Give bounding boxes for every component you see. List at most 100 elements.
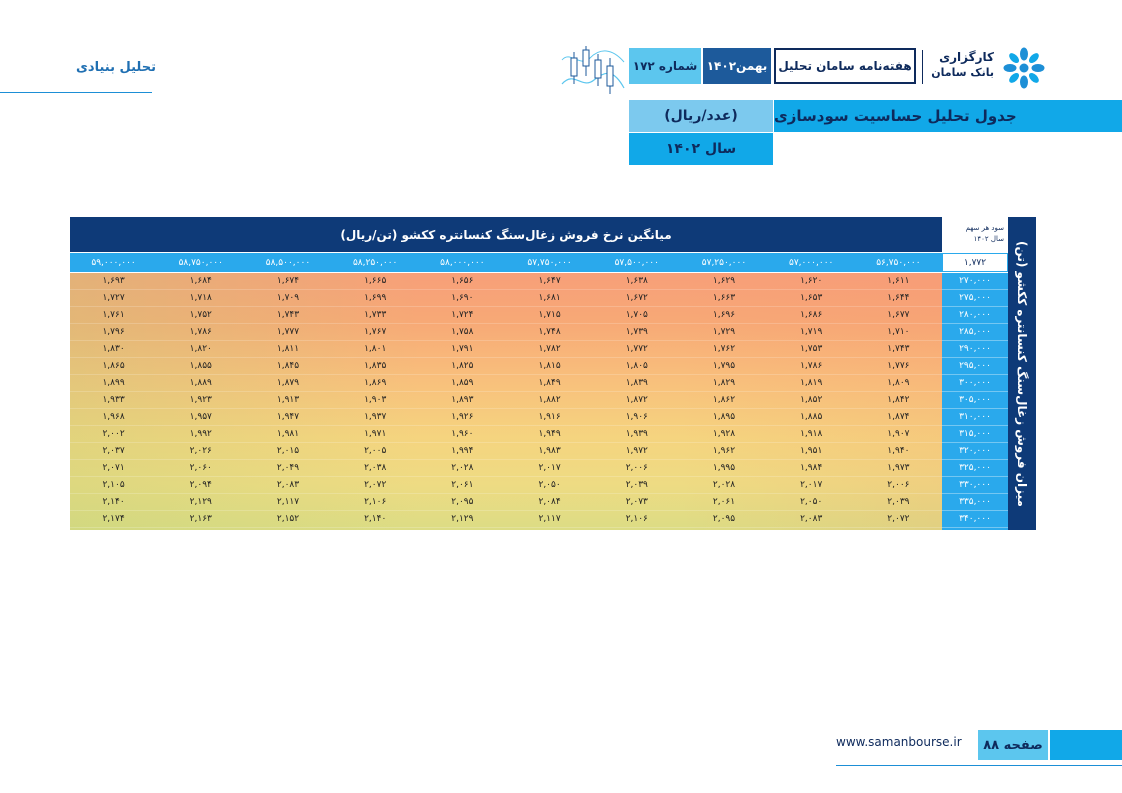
table-cell: ۲,۰۰۲ — [102, 429, 125, 439]
table-cell: ۱,۹۴۹ — [538, 429, 561, 439]
table-cell: ۱,۶۴۴ — [887, 293, 910, 303]
table-cell: ۱,۷۸۶ — [189, 327, 212, 337]
table-cell: ۱,۶۸۱ — [538, 293, 561, 303]
table-cell: ۲,۱۰۶ — [625, 514, 648, 524]
table-cell: ۱,۷۴۸ — [538, 327, 561, 337]
table-cell: ۱,۷۶۱ — [102, 310, 125, 320]
table-cell: ۱,۷۵۳ — [800, 344, 823, 354]
website-url[interactable]: www.samanbourse.ir — [836, 735, 962, 749]
table-cell: ۲,۰۹۵ — [712, 514, 736, 524]
footer-accent-bar — [1050, 730, 1122, 760]
table-side-label: میزان فروش زغال‌سنگ کنسانتره ککشو (تن) — [1008, 217, 1036, 530]
table-cell: ۲,۱۶۳ — [189, 514, 212, 524]
table-cell: ۱,۹۹۲ — [189, 429, 212, 439]
table-cell: ۱,۹۰۳ — [364, 395, 387, 405]
base-eps-cell: ۱,۷۷۲ — [942, 253, 1008, 272]
table-cell: ۱,۹۸۱ — [276, 429, 300, 439]
table-cell: ۱,۸۵۵ — [189, 361, 212, 371]
table-cell: ۱,۹۸۴ — [800, 463, 823, 473]
table-cell: ۱,۸۰۱ — [364, 344, 387, 354]
table-cell: ۱,۸۱۱ — [276, 344, 300, 354]
table-row: ۱,۸۷۴ ۱,۸۸۵ ۱,۸۹۵ ۱,۹۰۶ ۱,۹۱۶ ۱,۹۲۶ ۱,۹۳۷ ۱,۹۴۷… — [70, 409, 942, 426]
section-label: تحلیل بنیادی — [76, 60, 156, 75]
table-cell: ۱,۹۷۲ — [625, 446, 648, 456]
table-cell: ۱,۸۸۹ — [189, 378, 212, 388]
table-cell: ۱,۹۰۶ — [625, 412, 648, 422]
column-header: ۵۸,۵۰۰,۰۰۰ — [265, 257, 311, 268]
table-cell: ۱,۷۰۵ — [625, 310, 648, 320]
column-header: ۵۸,۰۰۰,۰۰۰ — [440, 257, 485, 268]
table-cell: ۱,۷۳۳ — [364, 310, 387, 320]
table-cell: ۱,۶۵۶ — [451, 276, 474, 286]
flower-logo-icon — [1003, 47, 1045, 89]
table-cell: ۱,۹۲۶ — [451, 412, 474, 422]
table-cell: ۲,۱۲۹ — [189, 497, 212, 507]
table-cell: ۱,۶۹۶ — [712, 310, 736, 320]
table-cell: ۲,۰۳۹ — [887, 497, 910, 507]
row-header: ۲۹۵,۰۰۰ — [942, 358, 1008, 375]
table-cell: ۲,۰۸۳ — [276, 480, 300, 490]
table-row: ۲,۰۰۶ ۲,۰۱۷ ۲,۰۲۸ ۲,۰۳۹ ۲,۰۵۰ ۲,۰۶۱ ۲,۰۷۲ ۲,۰۸۳… — [70, 477, 942, 494]
table-cell: ۱,۸۵۲ — [800, 395, 823, 405]
table-cell: ۱,۶۴۷ — [538, 276, 561, 286]
table-cell: ۱,۹۱۸ — [800, 429, 823, 439]
corner-line-2: سال ۱۴۰۲ — [973, 235, 1004, 243]
table-cell: ۱,۹۱۶ — [538, 412, 561, 422]
table-cell: ۱,۷۸۲ — [538, 344, 561, 354]
table-cell: ۱,۷۱۰ — [887, 327, 910, 337]
table-cell: ۱,۸۴۲ — [887, 395, 910, 405]
table-cell: ۲,۰۶۰ — [189, 463, 212, 473]
table-cell: ۱,۸۵۹ — [451, 378, 474, 388]
table-cell: ۱,۸۱۵ — [538, 361, 561, 371]
table-cell: ۱,۷۴۳ — [276, 310, 300, 320]
column-header: ۵۶,۷۵۰,۰۰۰ — [876, 257, 921, 268]
table-cell: ۲,۰۷۳ — [625, 497, 648, 507]
row-header: ۲۷۰,۰۰۰ — [942, 273, 1008, 290]
row-header: ۲۷۵,۰۰۰ — [942, 290, 1008, 307]
sensitivity-grid: ۱,۶۱۱ ۱,۶۲۰ ۱,۶۲۹ ۱,۶۳۸ ۱,۶۴۷ ۱,۶۵۶ ۱,۶۶۵ ۱,۶۷۴… — [70, 273, 942, 530]
table-cell: ۱,۹۳۷ — [364, 412, 387, 422]
brand-line-1: کارگزاری — [939, 50, 994, 64]
table-cell: ۱,۸۹۹ — [102, 378, 125, 388]
row-header: ۳۳۰,۰۰۰ — [942, 477, 1008, 494]
column-header: ۵۷,۲۵۰,۰۰۰ — [701, 257, 747, 268]
table-cell: ۱,۶۵۳ — [800, 293, 823, 303]
table-cell: ۱,۹۹۴ — [451, 446, 474, 456]
table-cell: ۲,۰۵۰ — [800, 497, 823, 507]
table-cell: ۱,۸۲۰ — [189, 344, 212, 354]
table-cell: ۲,۰۱۵ — [276, 446, 300, 456]
row-header-column: ۲۷۰,۰۰۰ ۲۷۵,۰۰۰ ۲۸۰,۰۰۰ ۲۸۵,۰۰۰ ۲۹۰,۰۰۰ ۲۹۵,۰… — [942, 273, 1008, 530]
row-header: ۳۰۰,۰۰۰ — [942, 375, 1008, 392]
table-cell: ۱,۷۹۱ — [451, 344, 474, 354]
table-cell: ۱,۶۷۲ — [625, 293, 648, 303]
table-cell: ۱,۷۱۸ — [189, 293, 212, 303]
table-cell: ۱,۹۶۰ — [451, 429, 474, 439]
column-header: ۵۸,۲۵۰,۰۰۰ — [352, 257, 398, 268]
table-row: ۱,۹۷۳ ۱,۹۸۴ ۱,۹۹۵ ۲,۰۰۶ ۲,۰۱۷ ۲,۰۲۸ ۲,۰۳۸ ۲,۰۴۹… — [70, 460, 942, 477]
table-row: ۱,۷۱۰ ۱,۷۱۹ ۱,۷۲۹ ۱,۷۳۹ ۱,۷۴۸ ۱,۷۵۸ ۱,۷۶۷ ۱,۷۷۷… — [70, 324, 942, 341]
corner-line-1: سود هر سهم — [965, 224, 1004, 232]
table-cell: ۱,۸۰۵ — [625, 361, 648, 371]
candlestick-icon — [561, 46, 625, 94]
table-cell: ۱,۸۲۹ — [712, 378, 736, 388]
table-cell: ۱,۸۶۲ — [712, 395, 736, 405]
table-cell: ۱,۸۷۲ — [625, 395, 648, 405]
table-cell: ۱,۶۷۴ — [276, 276, 300, 286]
table-cell: ۱,۶۲۹ — [712, 276, 736, 286]
table-cell: ۲,۱۰۵ — [102, 480, 125, 490]
brand-line-2: بانک سامان — [931, 66, 994, 79]
year-label: سال ۱۴۰۲ — [629, 133, 773, 165]
column-header: ۵۸,۷۵۰,۰۰۰ — [178, 257, 223, 268]
page-title: جدول تحلیل حساسیت سودسازی — [774, 100, 1122, 132]
table-cell: ۱,۸۲۵ — [451, 361, 474, 371]
table-row: ۱,۷۷۶ ۱,۷۸۶ ۱,۷۹۵ ۱,۸۰۵ ۱,۸۱۵ ۱,۸۲۵ ۱,۸۳۵ ۱,۸۴۵… — [70, 358, 942, 375]
table-cell: ۱,۷۴۳ — [887, 344, 910, 354]
table-cell: ۱,۷۹۶ — [102, 327, 125, 337]
table-cell: ۱,۶۸۴ — [189, 276, 212, 286]
table-cell: ۲,۰۶۱ — [712, 497, 736, 507]
table-cell: ۲,۱۰۶ — [364, 497, 387, 507]
brand-separator — [922, 50, 923, 84]
table-cell: ۱,۷۱۵ — [538, 310, 561, 320]
table-cell: ۲,۰۱۷ — [800, 480, 823, 490]
table-cell: ۱,۷۹۵ — [712, 361, 736, 371]
